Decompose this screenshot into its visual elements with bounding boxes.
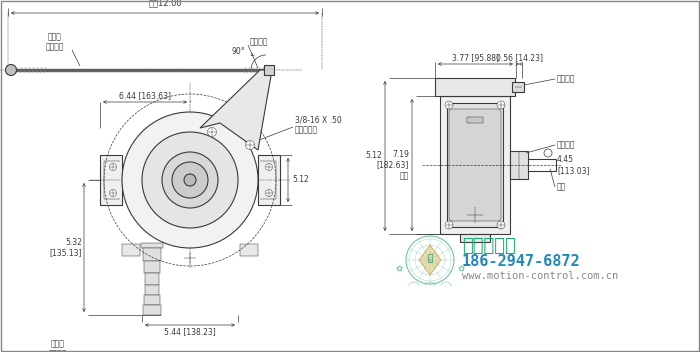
Circle shape xyxy=(6,64,17,75)
Text: 0.56 [14.23]: 0.56 [14.23] xyxy=(496,53,542,62)
Bar xyxy=(144,295,160,305)
Circle shape xyxy=(207,127,216,137)
Bar xyxy=(145,273,159,285)
Text: 7.19
[182.63]
直径: 7.19 [182.63] 直径 xyxy=(377,150,409,180)
Circle shape xyxy=(246,140,255,150)
Circle shape xyxy=(162,152,218,208)
Circle shape xyxy=(265,163,272,170)
Circle shape xyxy=(109,189,116,196)
Bar xyxy=(144,261,160,273)
Circle shape xyxy=(184,174,196,186)
Text: 最大12.00: 最大12.00 xyxy=(148,0,182,7)
Bar xyxy=(145,285,159,295)
Polygon shape xyxy=(419,245,441,275)
Text: 轴径: 轴径 xyxy=(557,182,566,191)
Polygon shape xyxy=(200,70,272,150)
Text: ✿: ✿ xyxy=(458,264,465,272)
FancyBboxPatch shape xyxy=(449,109,501,221)
Text: 6.44 [163.63]: 6.44 [163.63] xyxy=(119,91,171,100)
Bar xyxy=(122,244,140,256)
Circle shape xyxy=(445,101,453,109)
Bar xyxy=(435,78,515,96)
Text: 5.44 [138.23]: 5.44 [138.23] xyxy=(164,327,216,336)
Circle shape xyxy=(497,101,505,109)
Bar xyxy=(440,96,510,234)
Text: 5.12: 5.12 xyxy=(292,176,309,184)
Circle shape xyxy=(265,189,272,196)
Text: 186-2947-6872: 186-2947-6872 xyxy=(462,254,580,270)
Text: 可选的
安装位置: 可选的 安装位置 xyxy=(49,339,67,352)
Bar xyxy=(258,155,280,205)
Text: 4.45
[113.03]: 4.45 [113.03] xyxy=(557,155,589,175)
Text: 5.12: 5.12 xyxy=(365,151,382,161)
Text: 3/8-16 X .50
内六角贓栓: 3/8-16 X .50 内六角贓栓 xyxy=(295,115,342,135)
Text: ✿: ✿ xyxy=(395,264,402,272)
Circle shape xyxy=(445,221,453,229)
Bar xyxy=(510,151,528,179)
Text: 可调节
防旋拉杆: 可调节 防旋拉杆 xyxy=(46,32,64,52)
Bar xyxy=(467,117,483,123)
Bar xyxy=(512,82,524,92)
Bar xyxy=(460,234,490,242)
Bar xyxy=(143,305,161,315)
Text: 西安德伍拓: 西安德伍拓 xyxy=(462,237,516,255)
Bar xyxy=(100,155,122,205)
Text: 安装支架: 安装支架 xyxy=(250,38,269,46)
Text: 德: 德 xyxy=(427,254,433,264)
Text: 90°: 90° xyxy=(231,48,245,57)
Circle shape xyxy=(497,221,505,229)
Text: www.motion-control.com.cn: www.motion-control.com.cn xyxy=(462,271,618,281)
Bar xyxy=(447,103,503,227)
Text: 5.32
[135.13]: 5.32 [135.13] xyxy=(50,238,82,257)
Circle shape xyxy=(142,132,238,228)
Bar xyxy=(143,248,161,261)
Text: 3.77 [95.88]: 3.77 [95.88] xyxy=(452,53,499,62)
Text: 轴夹紧环: 轴夹紧环 xyxy=(557,140,575,150)
Bar xyxy=(240,244,258,256)
Circle shape xyxy=(122,112,258,248)
Bar xyxy=(141,243,163,248)
Circle shape xyxy=(109,163,116,170)
Bar xyxy=(264,65,274,75)
Circle shape xyxy=(172,162,208,198)
Text: 防旋支架: 防旋支架 xyxy=(557,75,575,83)
